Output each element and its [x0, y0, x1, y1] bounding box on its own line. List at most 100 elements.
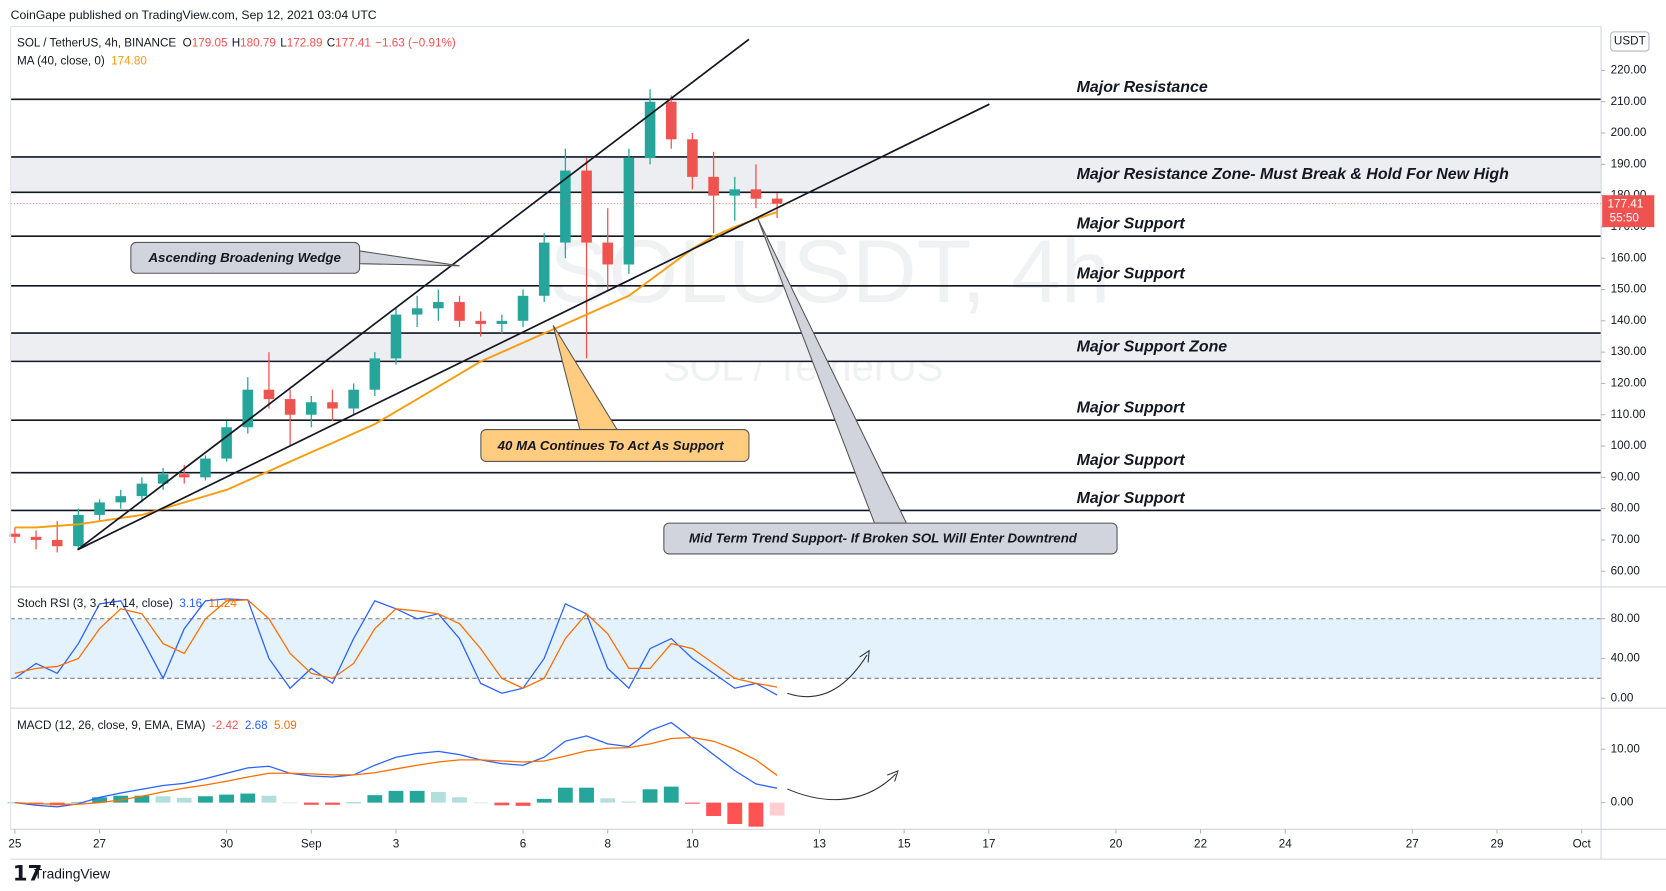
candle-body — [348, 389, 359, 409]
candle-body — [411, 308, 423, 315]
x-tick-label: Sep — [301, 837, 322, 850]
ma-name: MA (40, close, 0) — [17, 55, 105, 68]
candle-body — [242, 389, 254, 428]
footer: TradingView — [34, 866, 111, 882]
histogram-bar — [325, 802, 340, 805]
histogram-bar — [388, 790, 404, 803]
currency-box — [1610, 31, 1650, 52]
wedge-lower-line — [77, 103, 990, 551]
stoch-k-value: 3.16 — [179, 597, 202, 610]
x-tick-label: 8 — [604, 837, 611, 850]
level-text: Major Support — [1077, 400, 1186, 417]
histogram-bar — [494, 802, 510, 806]
y-tick-label: 110.00 — [1611, 408, 1646, 421]
symbol: SOL / TetherUS, 4h, BINANCE — [17, 37, 176, 50]
x-tick-label: 6 — [520, 837, 527, 850]
candle-body — [369, 358, 381, 390]
change: −1.63 (−0.91%) — [375, 37, 456, 50]
stoch-line — [14, 599, 778, 689]
candle-body — [644, 101, 656, 159]
annotations: Ascending Broadening Wedge 40 MA Continu… — [10, 8, 1666, 886]
macd-line — [14, 721, 778, 808]
macd-line — [14, 736, 778, 805]
y-tick-label: 100.00 — [1611, 439, 1647, 452]
candle-body — [136, 483, 148, 497]
x-tick-label: 27 — [1406, 837, 1419, 850]
y-tick-label: 10.00 — [1611, 742, 1641, 755]
zone — [10, 156, 1602, 193]
y-tick-label: 150.00 — [1611, 283, 1647, 296]
histogram-bar — [155, 796, 171, 803]
ma-legend: MA (40, close, 0) 174.80 — [17, 55, 147, 68]
candle-body — [73, 514, 84, 547]
y-tick-label: 80.00 — [1611, 612, 1641, 625]
y-tick-label: 210.00 — [1611, 95, 1647, 108]
histogram-bar — [642, 789, 658, 803]
histogram-bar — [685, 802, 700, 804]
ohlc-value: 172.89 — [287, 37, 323, 50]
last-price-box — [1602, 195, 1655, 228]
x-tick-label: 17 — [982, 837, 995, 850]
histogram-bar — [113, 795, 129, 803]
candle-body — [771, 198, 783, 204]
ohlc-value: 177.41 — [335, 37, 371, 50]
candle-body — [157, 474, 169, 484]
hand-arrow — [787, 654, 868, 698]
callout-box — [480, 429, 750, 462]
histogram-bar — [346, 802, 362, 804]
candle-body — [560, 170, 571, 243]
histogram-bar — [663, 786, 679, 803]
histogram-bar — [621, 801, 637, 803]
stoch-legend: Stoch RSI (3, 3, 14, 14, close) 3.16 11.24 — [17, 597, 237, 610]
histogram-bar — [748, 802, 764, 827]
ohlc-label: O — [183, 37, 192, 50]
y-tick-label: 120.00 — [1611, 377, 1647, 390]
candle-body — [538, 242, 550, 296]
x-tick-label: 13 — [813, 837, 826, 850]
axes: 25 27 30 Sep 3 6 8 10 13 15 17 20 22 24 27 29 Oct 60.00 70… — [8, 64, 1655, 850]
histogram-bar — [409, 790, 425, 803]
x-tick-label: 22 — [1194, 837, 1207, 850]
ohlc-label: C — [327, 37, 335, 50]
x-tick-label: 24 — [1279, 837, 1293, 850]
candle-body — [729, 189, 741, 196]
candle-body — [390, 314, 402, 359]
histogram-bar — [706, 802, 722, 816]
level-text: Major Support — [1077, 265, 1186, 282]
x-tick-label: Oct — [1573, 837, 1592, 850]
candle-body — [263, 389, 275, 400]
candle-body — [200, 458, 211, 478]
histogram-bar — [261, 795, 277, 803]
hand-arrow — [787, 773, 897, 801]
candle-body — [475, 320, 486, 324]
wedge-upper-line — [77, 38, 750, 551]
y-tick-label: 70.00 — [1611, 533, 1641, 546]
hand-arrow-head — [859, 649, 870, 663]
histogram-bar — [240, 793, 256, 803]
histogram-bar — [176, 797, 192, 803]
histogram-bar — [198, 796, 213, 803]
ma-value: 174.80 — [111, 55, 147, 68]
stoch-title: Stoch RSI (3, 3, 14, 14, close) — [17, 597, 173, 610]
ma-line — [14, 210, 778, 529]
histogram-bar — [430, 791, 446, 803]
candle-body — [94, 502, 105, 515]
y-tick-label: 200.00 — [1611, 126, 1647, 139]
currency: USDT — [1614, 35, 1646, 48]
publisher: CoinGape published on TradingView.com, S… — [11, 8, 377, 22]
legend: SOL / TetherUS, 4h, BINANCE O179.05 H180.7… — [17, 37, 456, 50]
histogram-bar — [92, 797, 107, 803]
x-tick-label: 30 — [220, 837, 234, 850]
signal-value: 5.09 — [274, 719, 297, 732]
candle-body — [750, 189, 762, 199]
x-tick-label: 25 — [8, 837, 22, 850]
histogram-bar — [536, 798, 552, 803]
candle-body — [496, 320, 508, 324]
callout-text: Ascending Broadening Wedge — [147, 250, 341, 265]
level-text: Major Support — [1077, 216, 1186, 233]
callout-text: Mid Term Trend Support- If Broken SOL Wi… — [689, 531, 1078, 546]
macd-title: MACD (12, 26, close, 9, EMA, EMA) — [17, 719, 206, 732]
x-tick-label: 15 — [898, 837, 912, 850]
